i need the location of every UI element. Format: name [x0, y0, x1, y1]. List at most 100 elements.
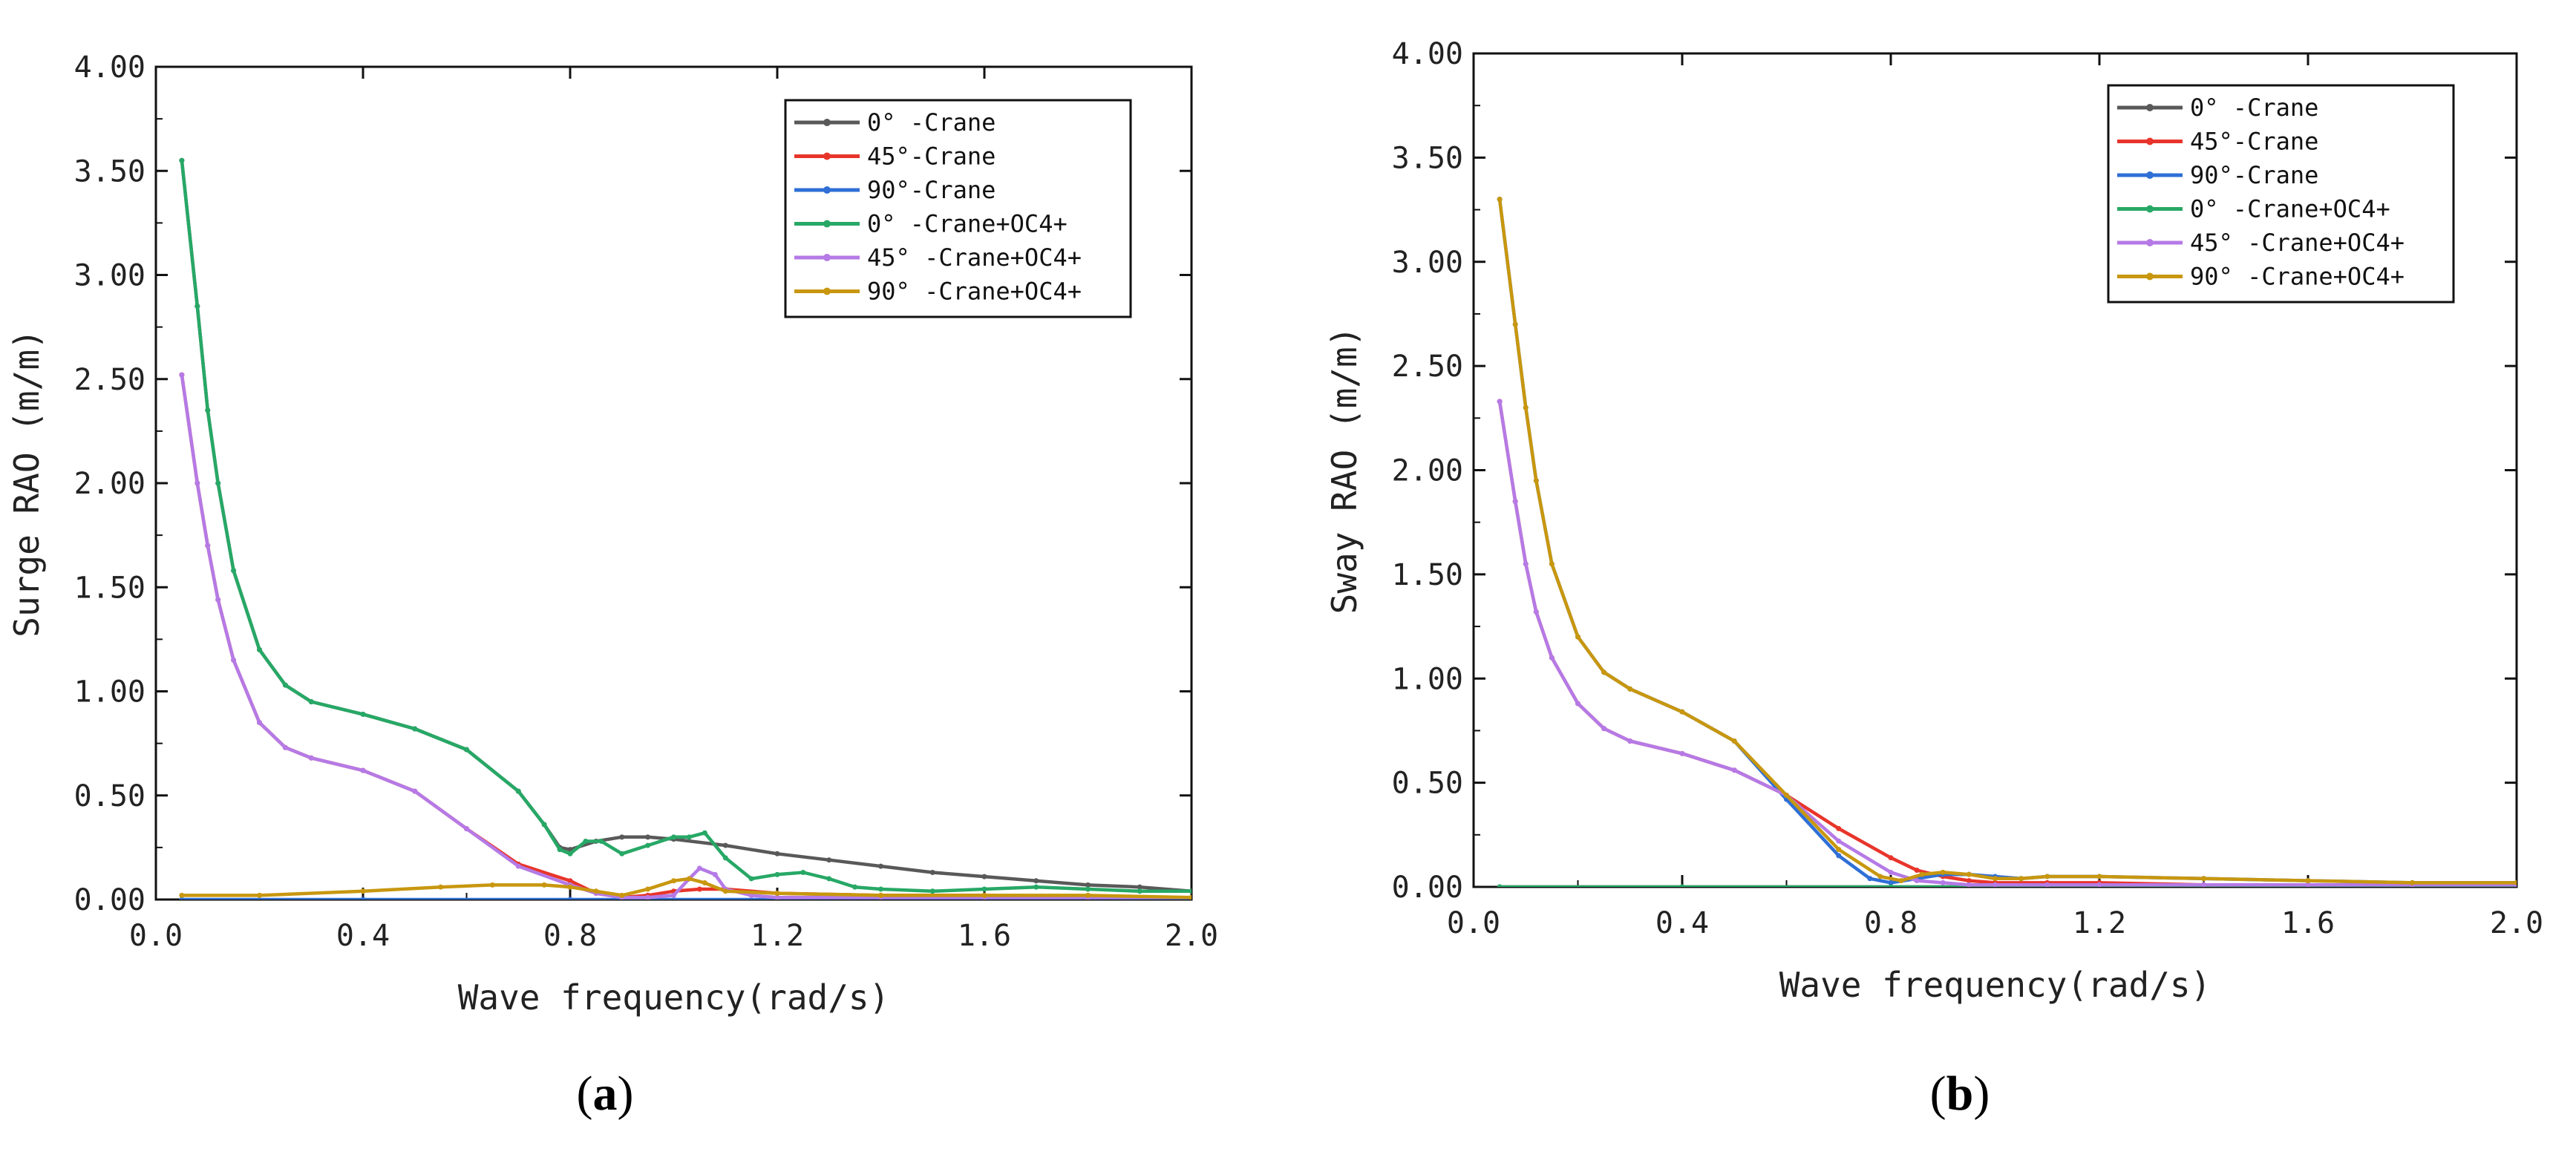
x-axis-title: Wave frequency(rad/s) [458, 977, 890, 1018]
data-point [878, 863, 883, 869]
data-point [722, 888, 728, 894]
data-point [696, 886, 702, 892]
series-line [1497, 399, 2517, 887]
legend-label: 0° -Crane [867, 108, 996, 137]
data-point [1836, 838, 1842, 844]
data-point [1940, 879, 1946, 885]
data-point [722, 855, 728, 861]
legend-marker [823, 254, 831, 261]
data-point [515, 788, 521, 794]
data-point [179, 372, 185, 378]
y-tick-label: 0.50 [74, 779, 146, 813]
y-tick-label: 4.00 [1392, 37, 1463, 71]
data-point [645, 842, 651, 848]
legend-marker [823, 152, 831, 160]
legend-marker [2146, 171, 2154, 179]
data-point [1512, 321, 1518, 327]
series-45-crane-oc4 [179, 372, 1191, 900]
data-point [1888, 855, 1894, 861]
y-tick-label: 0.00 [1392, 871, 1463, 905]
x-axis-title: Wave frequency(rad/s) [1779, 965, 2211, 1005]
data-point [929, 888, 935, 894]
data-point [1679, 709, 1685, 715]
x-tick-label: 2.0 [2490, 906, 2543, 940]
data-point [1137, 884, 1142, 890]
data-point [619, 834, 625, 840]
data-point [1898, 878, 1904, 884]
data-point [541, 822, 547, 828]
data-point [257, 720, 262, 726]
legend-marker [2146, 104, 2154, 111]
legend-label: 0° -Crane+OC4+ [867, 210, 1068, 238]
data-point [360, 888, 366, 894]
data-point [464, 826, 469, 832]
legend-item: 45° -Crane+OC4+ [2117, 229, 2405, 257]
data-point [2201, 876, 2206, 882]
data-point [515, 863, 521, 869]
data-point [800, 870, 806, 876]
y-tick-label: 4.00 [74, 50, 146, 85]
data-point [360, 897, 366, 900]
data-point [1137, 888, 1142, 894]
data-point [2096, 874, 2102, 879]
data-point [981, 892, 987, 898]
data-point [1627, 686, 1633, 692]
legend-marker [823, 287, 831, 295]
data-point [981, 874, 987, 879]
data-point [2096, 882, 2102, 887]
data-point [1867, 876, 1873, 882]
legend-item: 0° -Crane [794, 108, 996, 137]
legend-item: 90° -Crane+OC4+ [794, 278, 1082, 306]
data-point [1085, 892, 1091, 898]
data-point [1189, 894, 1191, 900]
data-point [1512, 499, 1518, 505]
legend-label: 45°-Crane [2190, 128, 2318, 156]
chart-panel-b: 0.0 0.4 0.8 1.2 1.6 2.0 0.00 0.50 1.00 1.50 2.00 2.… [1324, 37, 2543, 1121]
data-point [645, 834, 651, 840]
legend-label: 90°-Crane [2190, 161, 2318, 189]
data-point [2044, 882, 2050, 887]
legend-label: 45° -Crane+OC4+ [2190, 229, 2405, 257]
data-point [1533, 478, 1539, 484]
y-tick-label: 3.50 [1392, 141, 1463, 175]
x-tick-label: 2.0 [1165, 919, 1218, 953]
data-point [722, 842, 728, 848]
caption-letter: a [593, 1067, 618, 1121]
data-point [257, 892, 262, 898]
data-point [1575, 634, 1580, 640]
data-point [360, 711, 366, 717]
legend-item: 45°-Crane [794, 142, 996, 171]
data-point [1731, 738, 1737, 744]
legend-marker [2146, 205, 2154, 213]
series-90-crane-oc4 [179, 876, 1191, 900]
y-tick-label: 2.00 [1392, 454, 1463, 488]
data-point [2305, 878, 2311, 884]
data-point [1888, 869, 1894, 875]
legend-item: 0° -Crane+OC4+ [794, 210, 1068, 238]
data-point [2305, 882, 2311, 887]
data-point [1497, 884, 1503, 887]
data-point [215, 480, 221, 486]
x-tick-label: 0.0 [129, 919, 183, 953]
data-point [1085, 886, 1091, 892]
data-point [593, 888, 599, 894]
x-tick-label: 1.2 [751, 919, 804, 953]
series-45-crane [179, 372, 1191, 900]
data-point [194, 480, 200, 486]
data-point [852, 884, 858, 890]
data-point [583, 838, 589, 844]
y-tick-label: 3.50 [74, 154, 146, 189]
data-point [774, 891, 780, 897]
legend-marker [823, 186, 831, 194]
data-point [671, 834, 676, 840]
legend-label: 45° -Crane+OC4+ [867, 243, 1082, 272]
series-line [1497, 399, 2517, 887]
data-point [194, 304, 200, 309]
x-tick-label: 0.8 [543, 919, 597, 953]
data-point [1836, 825, 1842, 831]
data-point [1919, 871, 1925, 877]
x-tick-label: 0.8 [1864, 906, 1918, 940]
legend-marker [2146, 239, 2154, 246]
series-line [180, 373, 1191, 900]
data-point [696, 865, 702, 871]
